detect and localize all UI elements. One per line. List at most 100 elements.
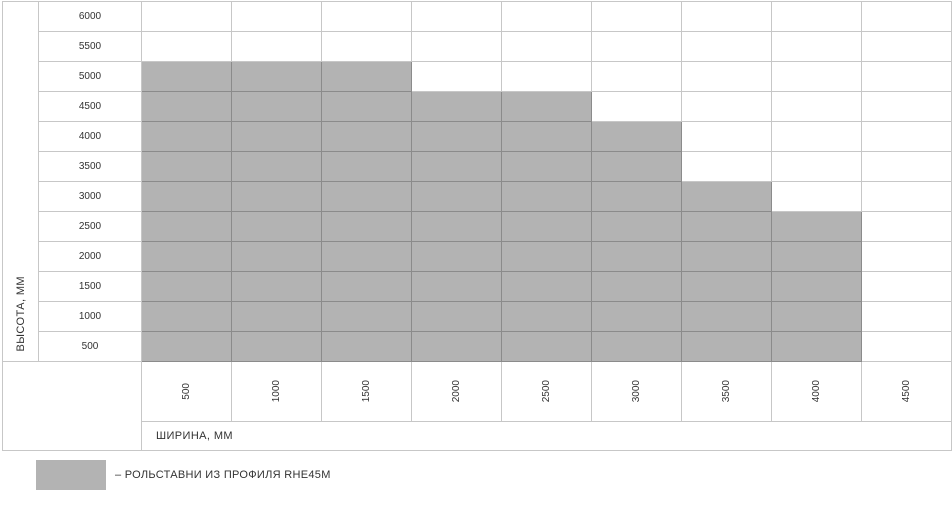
matrix-cell [322,32,412,62]
matrix-cell-filled [232,122,322,152]
matrix-cell-filled [322,152,412,182]
matrix-cell [862,242,952,272]
matrix-cell-filled [322,242,412,272]
matrix-cell [682,2,772,32]
matrix-cell [862,62,952,92]
matrix-cell [772,122,862,152]
matrix-cell-filled [682,272,772,302]
matrix-cell-filled [682,332,772,362]
matrix-cell-filled [772,332,862,362]
matrix-cell-filled [412,272,502,302]
matrix-cell [862,272,952,302]
x-axis-tick-cell: 3000 [592,362,682,422]
matrix-cell [592,62,682,92]
x-axis-tick-cell: 2500 [502,362,592,422]
matrix-cell-filled [682,302,772,332]
matrix-cell [682,92,772,122]
y-axis-tick-label: 1000 [39,302,142,332]
matrix-cell-filled [142,212,232,242]
matrix-cell-filled [232,182,322,212]
matrix-cell-filled [412,152,502,182]
matrix-cell-filled [322,182,412,212]
matrix-cell [862,122,952,152]
matrix-cell-filled [592,212,682,242]
matrix-cell [772,32,862,62]
matrix-cell [502,2,592,32]
matrix-cell-filled [412,122,502,152]
matrix-cell-filled [322,332,412,362]
y-axis-title: ВЫСОТА, ММ [14,275,27,351]
matrix-cell-filled [592,182,682,212]
matrix-cell [502,62,592,92]
matrix-cell-filled [142,122,232,152]
matrix-cell-filled [142,272,232,302]
matrix-cell-filled [322,212,412,242]
matrix-cell [862,152,952,182]
matrix-cell [412,2,502,32]
size-matrix-grid: ВЫСОТА, ММ ШИРИНА, ММ 6000 5500 5000 4500 40… [2,1,952,451]
x-axis-tick-label: 3000 [631,380,642,403]
matrix-cell-filled [232,242,322,272]
matrix-cell [322,2,412,32]
matrix-cell-filled [412,332,502,362]
matrix-cell-filled [592,242,682,272]
matrix-cell [862,212,952,242]
x-axis-tick-label: 3500 [721,380,732,403]
x-axis-tick-label: 500 [181,383,192,400]
legend-swatch [36,460,106,490]
matrix-cell-filled [232,92,322,122]
matrix-cell [862,332,952,362]
matrix-cell-filled [592,272,682,302]
matrix-cell [862,182,952,212]
matrix-cell-filled [592,152,682,182]
legend-label: – РОЛЬСТАВНИ ИЗ ПРОФИЛЯ RHE45M [115,469,331,481]
matrix-cell-filled [502,302,592,332]
matrix-cell-filled [592,332,682,362]
matrix-cell-filled [412,182,502,212]
matrix-cell [862,32,952,62]
matrix-cell-filled [232,152,322,182]
x-axis-tick-label: 2000 [451,380,462,403]
x-axis-title-cell: ШИРИНА, ММ [142,422,952,451]
matrix-cell-filled [142,62,232,92]
matrix-cell [772,182,862,212]
matrix-cell-filled [142,152,232,182]
matrix-cell [682,152,772,182]
matrix-cell-filled [772,212,862,242]
x-axis-tick-cell: 500 [142,362,232,422]
matrix-cell-filled [142,302,232,332]
matrix-cell-filled [412,212,502,242]
matrix-cell [592,92,682,122]
matrix-cell-filled [232,302,322,332]
matrix-cell [772,62,862,92]
matrix-cell [862,302,952,332]
matrix-cell-filled [592,122,682,152]
y-axis-tick-label: 4000 [39,122,142,152]
matrix-cell-filled [502,152,592,182]
matrix-cell [412,32,502,62]
matrix-cell-filled [772,272,862,302]
x-axis-tick-label: 2500 [541,380,552,403]
matrix-cell-filled [502,182,592,212]
x-axis-title: ШИРИНА, ММ [156,430,233,442]
matrix-cell-filled [142,182,232,212]
matrix-cell-filled [232,332,322,362]
matrix-cell-filled [772,302,862,332]
matrix-cell-filled [322,62,412,92]
y-axis-tick-label: 2000 [39,242,142,272]
x-axis-tick-cell: 1000 [232,362,322,422]
matrix-cell-filled [232,62,322,92]
matrix-cell-filled [592,302,682,332]
matrix-cell-filled [502,272,592,302]
x-axis-tick-label: 4500 [901,380,912,403]
matrix-cell [502,32,592,62]
matrix-cell-filled [412,302,502,332]
matrix-cell-filled [682,182,772,212]
bottom-left-cell [3,362,142,451]
matrix-cell-filled [322,302,412,332]
y-axis-tick-label: 4500 [39,92,142,122]
matrix-cell-filled [682,212,772,242]
matrix-cell [682,122,772,152]
x-axis-tick-cell: 1500 [322,362,412,422]
matrix-cell-filled [502,332,592,362]
